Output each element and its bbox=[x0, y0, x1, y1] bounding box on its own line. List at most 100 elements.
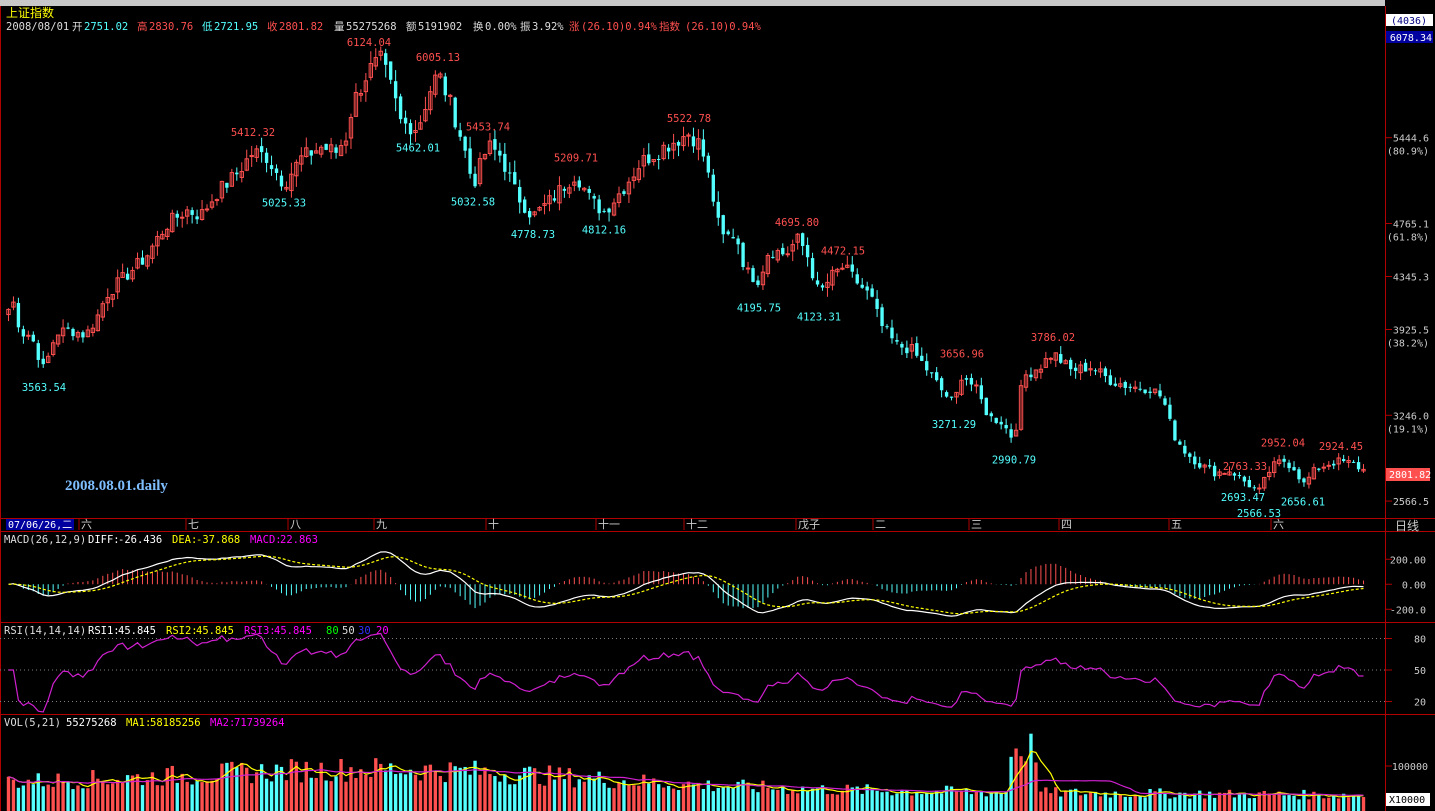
candle-body bbox=[1222, 472, 1227, 475]
vol-bar bbox=[6, 776, 11, 811]
high-mark-label: 6124.04 bbox=[347, 37, 391, 49]
vol-bar bbox=[944, 785, 949, 811]
candle-body bbox=[611, 202, 617, 216]
vol-bar bbox=[1327, 797, 1331, 811]
vol-bar bbox=[235, 767, 239, 811]
vol-bar bbox=[438, 776, 442, 811]
vol-bar bbox=[230, 761, 234, 811]
vol-bar bbox=[379, 763, 383, 811]
vol-bar bbox=[622, 780, 626, 811]
vol-bar bbox=[160, 785, 165, 811]
candle-body bbox=[731, 237, 735, 239]
candle-body bbox=[498, 150, 502, 156]
period-button[interactable]: 日线 bbox=[1395, 519, 1419, 533]
candle-body bbox=[994, 417, 998, 423]
month-label: 二 bbox=[875, 519, 886, 531]
vol-bar bbox=[91, 770, 95, 811]
vol-bar bbox=[1227, 789, 1232, 811]
candle-body bbox=[696, 138, 701, 150]
vol-bar bbox=[681, 784, 686, 811]
vol-bar bbox=[1287, 795, 1291, 811]
vol-bar bbox=[1143, 797, 1147, 811]
month-label: 十二 bbox=[686, 517, 708, 531]
high-mark-label: 4695.80 bbox=[775, 217, 819, 229]
candle-body bbox=[95, 314, 101, 332]
candle-body bbox=[974, 384, 979, 387]
vol-bar bbox=[920, 794, 924, 811]
candle-body bbox=[1083, 362, 1088, 372]
candle-body bbox=[46, 355, 51, 363]
vol-bar bbox=[225, 762, 229, 811]
vol-bar bbox=[106, 784, 110, 811]
vol-bar bbox=[726, 786, 730, 811]
count-text: (4036) bbox=[1391, 16, 1427, 27]
vol-bar bbox=[875, 790, 879, 811]
candle-body bbox=[145, 255, 150, 267]
vol-bar bbox=[1168, 798, 1172, 811]
month-labels: 六 七 八 九 十 十一 十二 戊子 二 三 四 五 六 bbox=[78, 517, 1284, 531]
candle-body bbox=[1103, 368, 1108, 377]
candle-body bbox=[140, 257, 145, 265]
top-price-text: 6078.34 bbox=[1390, 33, 1432, 44]
vol-bar bbox=[1163, 793, 1167, 811]
last-price-text: 2801.82 bbox=[1389, 470, 1431, 481]
candle-body bbox=[1217, 471, 1222, 476]
vol-bar bbox=[820, 785, 825, 811]
vol-bar bbox=[1004, 791, 1008, 811]
close-value: 2801.82 bbox=[279, 21, 323, 33]
rsi-level-30: 30 bbox=[358, 625, 371, 637]
candle-body bbox=[1009, 429, 1013, 438]
turnover-label: 换 bbox=[473, 20, 484, 33]
vol-bar bbox=[716, 787, 720, 811]
candle-body bbox=[259, 146, 264, 153]
candle-body bbox=[845, 264, 850, 268]
candle-body bbox=[239, 171, 244, 178]
amount-label: 额 bbox=[406, 20, 417, 33]
vol-bar bbox=[800, 786, 805, 811]
volume-panel: 100000 bbox=[6, 733, 1428, 811]
candle-body bbox=[681, 136, 686, 147]
candle-body bbox=[1297, 469, 1301, 480]
candle-body bbox=[582, 187, 587, 191]
candle-body bbox=[309, 150, 313, 156]
month-label: 十一 bbox=[598, 517, 620, 531]
rsi-level-80: 80 bbox=[326, 625, 339, 637]
candle-body bbox=[393, 81, 398, 99]
candle-body bbox=[616, 193, 622, 204]
vol-bar bbox=[1247, 798, 1252, 811]
candle-body bbox=[90, 327, 96, 333]
dea-label: DEA: bbox=[172, 534, 197, 546]
vol-bar bbox=[175, 782, 179, 811]
high-mark-label: 2763.33 bbox=[1223, 461, 1267, 473]
vol-bar bbox=[200, 782, 204, 811]
vol-bar bbox=[776, 789, 780, 811]
candle-body bbox=[1271, 461, 1277, 473]
candle-body bbox=[870, 288, 874, 297]
candle-body bbox=[537, 207, 542, 211]
fib-label: (61.8%) bbox=[1387, 232, 1429, 243]
vol-bar bbox=[364, 774, 368, 811]
vol-bar bbox=[934, 790, 939, 811]
month-label: 七 bbox=[188, 518, 199, 531]
high-mark-label: 5522.78 bbox=[667, 113, 711, 125]
candle-body bbox=[1237, 475, 1242, 477]
month-label: 六 bbox=[81, 518, 92, 531]
candle-body bbox=[338, 145, 344, 157]
candle-body bbox=[790, 244, 795, 252]
vol-bar bbox=[1212, 797, 1217, 811]
candle-body bbox=[1361, 468, 1366, 472]
vol-bar bbox=[637, 785, 641, 811]
last-price-box bbox=[1386, 468, 1430, 481]
candle-body bbox=[597, 199, 601, 214]
vol-bar bbox=[1014, 748, 1018, 811]
macd-panel: 200.00 0.00 -200.0 bbox=[8, 551, 1426, 617]
candle-body bbox=[408, 123, 413, 135]
vol-bar bbox=[860, 793, 864, 811]
vol-bar bbox=[170, 765, 174, 811]
vol-bar bbox=[925, 793, 929, 811]
candle-body bbox=[860, 284, 864, 288]
vol-bar bbox=[1217, 792, 1222, 811]
candle-body bbox=[1178, 441, 1182, 445]
candle-body bbox=[840, 267, 845, 270]
vol-bar bbox=[254, 772, 259, 811]
